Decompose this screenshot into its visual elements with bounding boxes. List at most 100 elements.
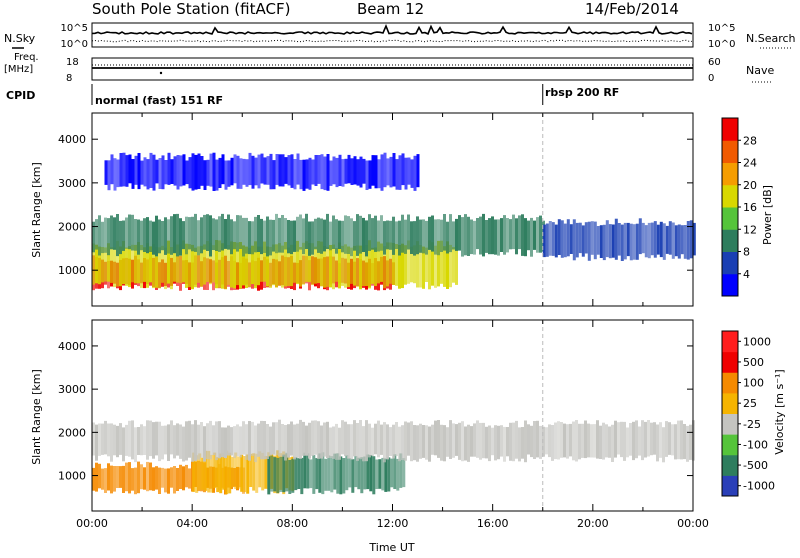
velocity-region-0-cell	[128, 462, 131, 494]
power-region-1-cell	[296, 240, 299, 285]
power-region-4-cell	[299, 159, 303, 190]
velocity-region-3-cell	[401, 425, 404, 460]
velocity-region-3-cell	[644, 421, 647, 458]
velocity-region-2-cell	[285, 452, 289, 492]
velocity-region-3-cell	[248, 421, 251, 461]
velocity-region-3-cell	[290, 421, 293, 456]
velocity-region-1-cell	[264, 456, 268, 489]
power-region-3-cell	[638, 218, 642, 255]
power-region-3-cell	[653, 221, 657, 258]
velocity-region-3-cell	[638, 426, 641, 456]
power-colorbar-label-4: 20	[743, 179, 757, 192]
velocity-region-3-cell	[599, 425, 602, 459]
velocity-region-0-cell	[101, 468, 104, 490]
velocity-region-3-cell	[95, 424, 98, 461]
power-region-1-cell	[308, 243, 311, 283]
velocity-region-3-cell	[263, 421, 266, 460]
velocity-region-2-cell	[360, 457, 364, 494]
velocity-region-3-cell	[632, 421, 635, 461]
freq-label-line2: [MHz]	[4, 64, 33, 75]
power-region-1-cell	[257, 246, 260, 286]
power-region-1-cell	[338, 242, 341, 289]
velocity-region-3-cell	[155, 421, 158, 456]
power-region-1-cell	[95, 244, 98, 284]
power-region-1-cell	[98, 246, 101, 285]
velocity-region-1-cell	[240, 454, 244, 492]
velocity-region-3-cell	[98, 423, 101, 456]
power-region-1-cell	[176, 244, 179, 283]
velocity-region-3-cell	[356, 423, 359, 461]
power-region-4-cell	[119, 153, 123, 187]
velocity-region-2-cell	[375, 459, 379, 489]
power-region-1-cell	[179, 243, 182, 284]
velocity-region-3-cell	[116, 425, 119, 458]
velocity-region-3-cell	[425, 425, 428, 460]
velocity-region-3-cell	[635, 420, 638, 459]
power-colorbar: 4 8 12 16 20 24 28	[721, 117, 757, 297]
power-region-1-cell	[266, 246, 269, 287]
power-region-1-cell	[419, 245, 422, 288]
velocity-region-3-cell	[203, 426, 206, 462]
velocity-region-2-cell	[396, 458, 400, 491]
power-region-1-cell	[272, 244, 275, 286]
power-region-2-cell	[383, 221, 386, 255]
velocity-region-3-cell	[647, 420, 650, 457]
velocity-region-3-cell	[347, 424, 350, 459]
power-region-1-cell	[92, 243, 95, 285]
freq-tick-bottom: 8	[66, 73, 72, 84]
velocity-region-3-cell	[566, 424, 569, 459]
power-region-2-cell	[278, 217, 281, 253]
power-region-2-cell	[110, 215, 113, 250]
velocity-region-3-cell	[503, 426, 506, 462]
power-region-4-cell	[335, 157, 339, 188]
power-region-1-cell	[404, 245, 407, 285]
velocity-region-3-cell	[206, 423, 209, 460]
velocity-region-3-cell	[140, 424, 143, 456]
power-region-1-cell	[362, 245, 365, 286]
velocity-region-3-cell	[509, 422, 512, 461]
power-region-2-cell	[173, 214, 176, 254]
velocity-region-0-cell	[146, 461, 149, 492]
velocity-region-3-cell	[611, 424, 614, 462]
power-region-1-cell	[146, 243, 149, 288]
velocity-region-3-cell	[533, 421, 536, 459]
velocity-region-3-cell	[506, 427, 509, 457]
power-region-3-cell	[629, 223, 633, 261]
velocity-ytick-label-0: 1000	[58, 470, 86, 483]
power-region-2-cell	[137, 219, 140, 255]
velocity-region-1-cell	[213, 452, 217, 489]
velocity-colorbar-segment-1	[722, 454, 738, 476]
power-region-2-cell	[314, 218, 317, 250]
velocity-region-3-cell	[317, 421, 320, 459]
power-region-1-cell	[446, 241, 449, 289]
power-region-2-cell	[134, 219, 137, 251]
velocity-region-3-cell	[152, 422, 155, 459]
power-region-4-cell	[224, 160, 228, 190]
power-region-2-cell	[488, 218, 491, 255]
power-region-1-cell	[212, 245, 215, 283]
power-region-1-cell	[335, 248, 338, 282]
power-region-3-cell	[689, 220, 693, 259]
power-region-2-cell	[428, 216, 431, 250]
power-region-2-cell	[116, 214, 119, 257]
power-region-1-cell	[281, 245, 284, 288]
velocity-region-0-cell	[188, 468, 191, 489]
velocity-region-3-cell	[572, 421, 575, 461]
power-region-3-cell	[557, 219, 561, 255]
power-region-3-cell	[617, 223, 621, 256]
velocity-region-3-cell	[326, 421, 329, 458]
velocity-colorbar-segment-0	[722, 475, 738, 497]
noise-tick-left-top: 10^5	[61, 23, 88, 34]
velocity-region-1-cell	[237, 456, 241, 489]
power-region-2-cell	[407, 214, 410, 250]
power-region-4-cell	[332, 156, 336, 185]
power-region-2-cell	[242, 217, 245, 257]
velocity-region-3-cell	[674, 424, 677, 460]
velocity-region-3-cell	[254, 425, 257, 463]
velocity-region-2-cell	[339, 456, 343, 495]
velocity-yticks: 1000 2000 3000 4000	[58, 340, 693, 483]
power-region-2-cell	[494, 219, 497, 255]
velocity-colorbar-segment-3	[722, 413, 738, 435]
power-region-4-cell	[392, 153, 396, 187]
power-region-1-cell	[290, 244, 293, 287]
